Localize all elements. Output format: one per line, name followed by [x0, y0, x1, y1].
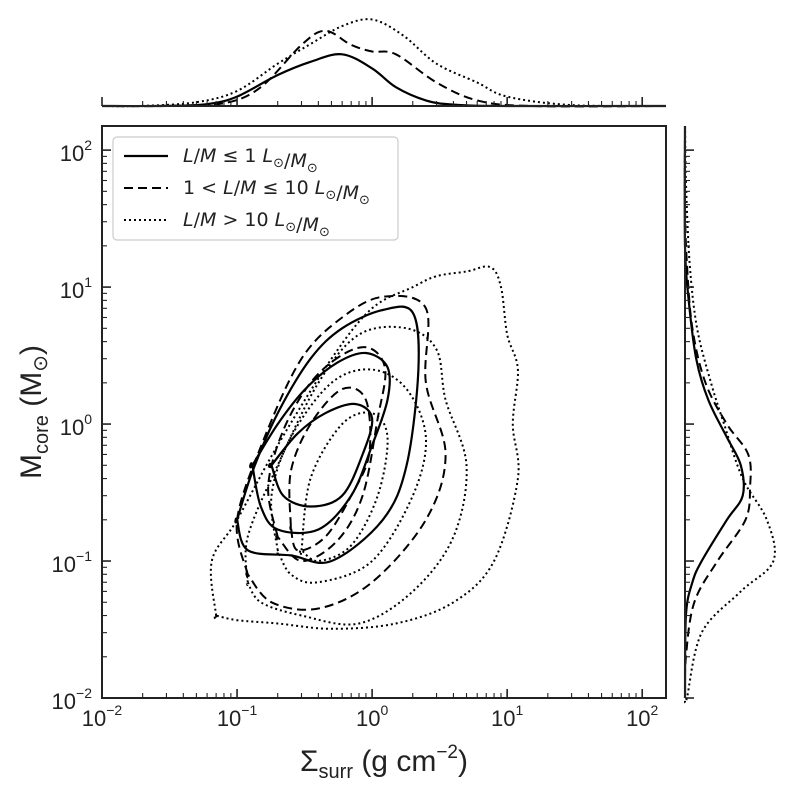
legend-label: L/M > 10 L⊙/M⊙	[183, 209, 330, 240]
marginal-x-solid	[101, 53, 667, 108]
marginal-y-dotted	[683, 125, 776, 704]
x-axis-tick-labels: 10−2 10−1 100 101 102	[82, 702, 659, 731]
x-tick-label: 102	[626, 702, 658, 731]
x-axis-ticks	[101, 97, 644, 698]
y-axis-tick-labels: 10−2 10−1 100 101 102	[52, 137, 93, 714]
main-plot-panel: 10−2 10−1 100 101 102 10−2 10−1 100 101 102	[52, 97, 667, 731]
marginal-right-panel	[683, 125, 776, 704]
plot-frame	[101, 125, 667, 699]
legend-label: L/M ≤ 1 L⊙/M⊙	[183, 145, 318, 176]
contour-dashed-1	[288, 386, 372, 552]
y-axis-label: Mcore (M⊙)	[15, 345, 53, 479]
contour-solid-3	[234, 305, 420, 565]
y-tick-label: 101	[60, 274, 92, 303]
legend-label: 1 < L/M ≤ 10 L⊙/M⊙	[183, 177, 370, 208]
contour-dotted-3	[244, 325, 468, 626]
contour-dotted-2	[270, 368, 427, 584]
marginal-y-dashed	[683, 125, 752, 699]
y-tick-label: 10−1	[52, 548, 93, 577]
marginal-right-ticks	[685, 149, 694, 699]
legend: L/M ≤ 1 L⊙/M⊙1 < L/M ≤ 10 L⊙/M⊙L/M > 10 …	[112, 136, 399, 241]
y-tick-label: 100	[60, 411, 92, 440]
y-tick-label: 102	[60, 137, 92, 166]
contour-dashed-3	[235, 294, 447, 611]
contour-dotted-4	[209, 265, 520, 630]
contour-solid-1	[268, 402, 374, 508]
legend-entries: L/M ≤ 1 L⊙/M⊙1 < L/M ≤ 10 L⊙/M⊙L/M > 10 …	[124, 145, 370, 240]
marginal-top-panel	[101, 18, 667, 108]
marginal-x-dotted	[101, 18, 667, 108]
legend-box	[112, 136, 399, 241]
marginal-right-curves	[683, 125, 776, 704]
x-tick-label: 10−2	[82, 702, 123, 731]
y-axis-ticks	[102, 149, 111, 699]
y-tick-label: 10−2	[52, 685, 93, 714]
marginal-top-curves	[101, 18, 667, 108]
marginal-x-dashed	[101, 29, 667, 108]
contour-curves	[209, 265, 520, 630]
x-axis-label: Σsurr (g cm−2)	[300, 742, 468, 783]
x-tick-label: 100	[356, 702, 388, 731]
x-tick-label: 101	[491, 702, 523, 731]
x-tick-label: 10−1	[217, 702, 258, 731]
marginal-y-solid	[683, 125, 745, 699]
